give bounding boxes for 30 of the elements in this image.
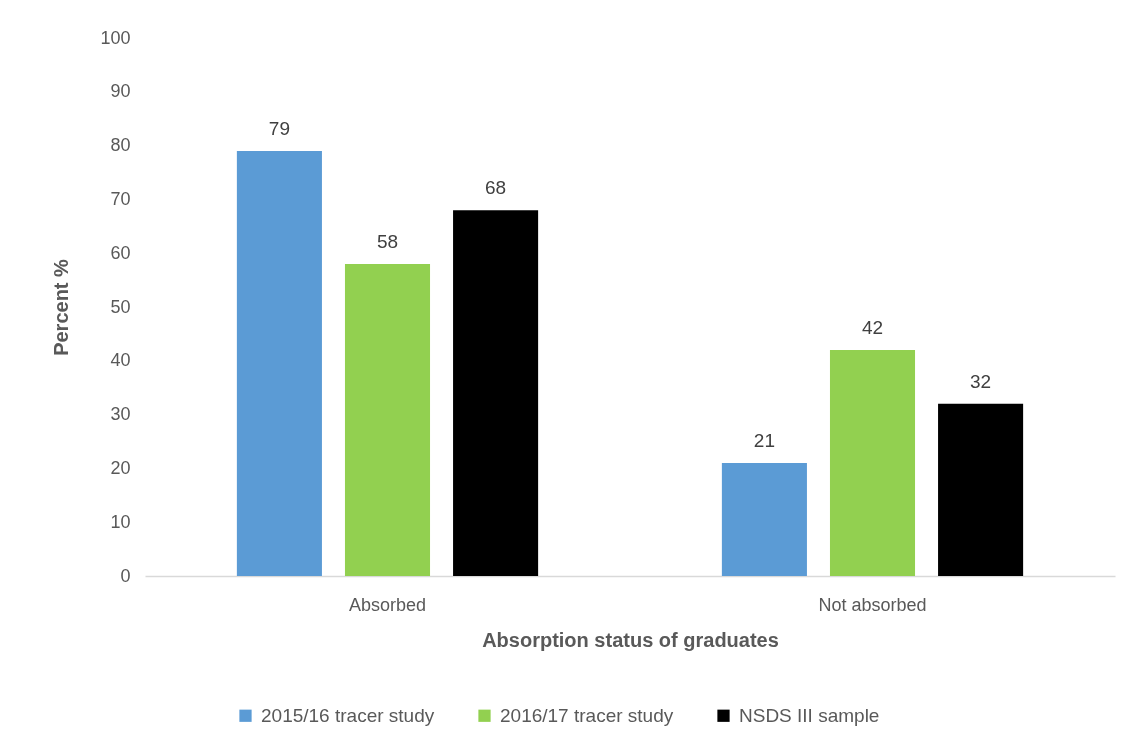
bar (344, 263, 431, 576)
data-label: 79 (268, 117, 290, 139)
data-label: 58 (376, 230, 399, 252)
y-tick-label: 20 (110, 457, 131, 478)
data-label: 32 (970, 370, 992, 392)
bar (453, 210, 539, 576)
y-tick-label: 100 (100, 27, 131, 48)
data-label: 68 (485, 177, 507, 199)
legend-label: 2015/16 tracer study (261, 704, 435, 726)
y-tick-label: 70 (110, 188, 131, 209)
x-axis-title: Absorption status of graduates (482, 628, 779, 651)
data-label: 42 (861, 317, 884, 339)
bar (721, 463, 807, 576)
x-tick-label: Absorbed (348, 594, 427, 615)
y-tick-label: 10 (110, 511, 131, 532)
data-label: 21 (753, 430, 775, 452)
y-tick-label: 30 (110, 404, 131, 425)
y-tick-label: 80 (110, 135, 131, 156)
x-tick-label: Not absorbed (818, 594, 927, 615)
y-tick-label: 50 (110, 296, 131, 317)
bar (236, 150, 322, 576)
y-tick-label: 60 (110, 242, 131, 263)
y-axis-title: Percent % (50, 258, 73, 356)
legend-label: 2016/17 tracer study (500, 704, 674, 726)
bar (938, 403, 1024, 576)
bar (829, 350, 916, 576)
y-tick-label: 40 (110, 350, 131, 371)
y-tick-label: 90 (110, 81, 131, 102)
legend-label: NSDS III sample (739, 704, 880, 726)
y-tick-label: 0 (120, 565, 131, 586)
